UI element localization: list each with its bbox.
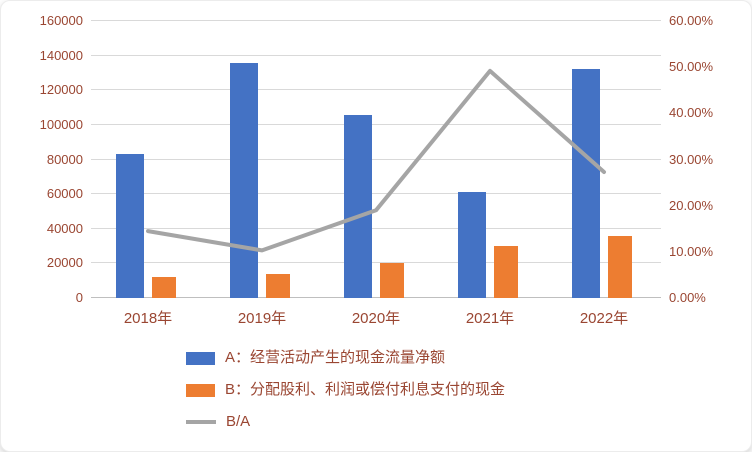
x-axis-category-label: 2019年: [237, 310, 287, 327]
y-axis-left-tick-label: 100000: [39, 116, 83, 132]
legend-label: B：分配股利、利润或偿付利息支付的现金: [225, 381, 506, 398]
bar-series-b: [152, 277, 176, 298]
bar-series-b: [380, 263, 404, 298]
y-axis-right-tick-label: 10.00%: [669, 243, 714, 259]
y-axis-right-tick-label: 40.00%: [669, 105, 714, 121]
x-axis-category-label: 2021年: [465, 310, 515, 327]
gridline: [91, 123, 661, 125]
bar-series-b: [494, 246, 518, 298]
gridline: [91, 158, 661, 160]
gridline: [91, 262, 661, 264]
gridline: [91, 54, 661, 56]
series-ba-swatch: [186, 420, 216, 424]
y-axis-right-tick-label: 30.00%: [669, 151, 714, 167]
legend-item-series-b: B：分配股利、利润或偿付利息支付的现金: [186, 380, 505, 400]
bar-series-a: [458, 192, 486, 298]
y-axis-left-tick-label: 160000: [39, 13, 83, 28]
y-axis-left-tick-label: 0: [75, 290, 83, 305]
gridline: [91, 89, 661, 91]
plot-area: [91, 20, 661, 298]
y-axis-right-tick-label: 20.00%: [669, 197, 714, 213]
line-series-ba-layer: [146, 68, 606, 253]
legend-label: A：经营活动产生的现金流量净额: [225, 349, 446, 366]
gridline: [91, 193, 661, 195]
y-axis-right-tick-label: 60.00%: [669, 13, 714, 28]
y-axis-left-tick-label: 60000: [46, 186, 83, 202]
legend-label: B/A: [226, 413, 251, 430]
gridline: [91, 227, 661, 229]
bar-series-a: [230, 63, 258, 298]
y-axis-left-tick-label: 40000: [46, 220, 83, 236]
y-axis-left-tick-label: 120000: [39, 82, 83, 98]
legend-item-series-ba: B/A: [186, 412, 505, 432]
chart-legend: A：经营活动产生的现金流量净额 B：分配股利、利润或偿付利息支付的现金 B/A: [186, 348, 505, 432]
x-axis-line: [91, 297, 661, 298]
gridline: [91, 20, 661, 21]
bar-series-b: [608, 235, 632, 298]
bar-series-a: [116, 154, 144, 298]
y-axis-left-tick-label: 80000: [46, 151, 83, 167]
bar-series-a: [572, 69, 600, 298]
x-axis-category-label: 2018年: [123, 310, 173, 327]
bar-series-a: [344, 115, 372, 298]
series-a-swatch: [186, 351, 215, 365]
y-axis-right-tick-label: 50.00%: [669, 59, 714, 75]
y-axis-left-tick-label: 140000: [39, 47, 83, 63]
bar-series-b: [266, 273, 290, 298]
legend-item-series-a: A：经营活动产生的现金流量净额: [186, 348, 505, 368]
y-axis-right-tick-label: 0.00%: [669, 290, 706, 305]
x-axis-category-label: 2022年: [579, 310, 629, 327]
line-series-ba: [146, 68, 606, 253]
series-b-swatch: [186, 383, 215, 397]
y-axis-left-tick-label: 20000: [46, 255, 83, 271]
x-axis-category-label: 2020年: [351, 310, 401, 327]
